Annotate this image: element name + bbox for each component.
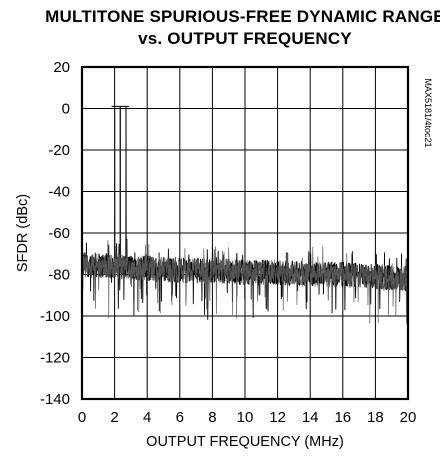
chart-title-line-1: MULTITONE SPURIOUS-FREE DYNAMIC RANGE [45, 7, 440, 26]
x-tick-label: 2 [110, 409, 118, 426]
y-tick-label: 0 [62, 101, 70, 118]
y-tick-labels: 20 0 -20 -40 -60 -80 -100 -120 -140 [40, 59, 70, 408]
x-tick-labels: 0 2 4 6 8 10 12 14 16 18 20 [78, 409, 417, 426]
figure-id: MAX5181/4toc21 [423, 78, 433, 147]
x-tick-label: 14 [302, 409, 319, 426]
plot-frame [80, 65, 410, 401]
x-tick-label: 0 [78, 409, 86, 426]
x-axis-label: OUTPUT FREQUENCY (MHz) [146, 434, 344, 450]
y-tick-label: 20 [53, 59, 70, 76]
x-tick-label: 18 [367, 409, 384, 426]
x-tick-label: 20 [400, 409, 417, 426]
y-axis-label: SFDR (dBc) [15, 194, 31, 272]
y-tick-label: -20 [48, 142, 70, 159]
x-tick-label: 4 [143, 409, 151, 426]
y-tick-label: -40 [48, 184, 70, 201]
x-tick-label: 16 [334, 409, 351, 426]
y-tick-label: -80 [48, 267, 70, 284]
grid-lines [82, 67, 408, 399]
x-tick-label: 10 [237, 409, 254, 426]
y-tick-label: -100 [40, 308, 70, 325]
x-tick-label: 12 [269, 409, 286, 426]
spectrum-trace [81, 105, 409, 324]
chart-title-line-2: vs. OUTPUT FREQUENCY [138, 29, 352, 48]
y-tick-label: -140 [40, 391, 70, 408]
y-tick-label: -120 [40, 350, 70, 367]
y-tick-label: -60 [48, 225, 70, 242]
spectrum-series-line [81, 106, 409, 324]
x-tick-label: 6 [176, 409, 184, 426]
x-tick-label: 8 [208, 409, 216, 426]
